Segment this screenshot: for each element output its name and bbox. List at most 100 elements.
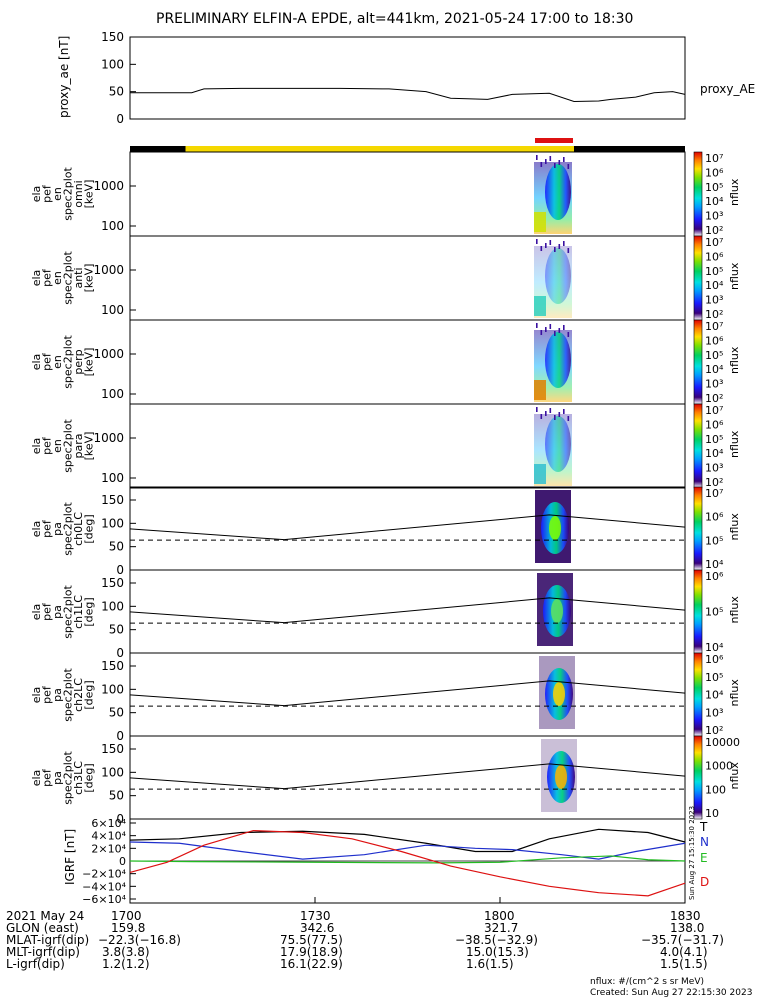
spectrum-core	[545, 164, 571, 220]
spectrum-low-energy	[534, 464, 546, 484]
colorbar-tick-label: 10²	[705, 224, 723, 237]
panel-ylabel: pa	[51, 605, 64, 619]
ytick-label: 100	[101, 765, 124, 779]
panel-ylabel: ela	[30, 604, 43, 621]
panel-ylabel: [deg]	[83, 514, 96, 543]
ytick-label: 100	[101, 57, 124, 71]
spectrum-low-energy	[534, 212, 546, 232]
colorbar-tick-label: 10⁶	[705, 418, 724, 431]
proxy-ae-ylabel: proxy_ae [nT]	[57, 35, 71, 118]
ytick-label: 150	[101, 576, 124, 590]
ytick-label: 150	[101, 30, 124, 44]
colorbar-tick-label: 10⁵	[705, 349, 723, 362]
panel-ylabel: spec2plot	[62, 751, 75, 805]
created-stamp: Created: Sun Aug 27 22:15:30 2023	[590, 988, 753, 998]
colorbar-label: nflux	[728, 762, 741, 790]
panel-ylabel: spec2plot	[62, 335, 75, 389]
igrf-stamp: Sun Aug 27 15:15:30 2023	[688, 805, 696, 900]
ytick-label: 4×10⁴	[91, 830, 126, 843]
footer-value: 1.6(1.5)	[466, 957, 514, 971]
colorbar-tick-label: 10⁴	[705, 641, 724, 654]
ytick-label: 1000	[93, 431, 124, 445]
panel-ylabel: [keV]	[83, 432, 96, 461]
panel-ylabel: [keV]	[83, 348, 96, 377]
spectrum-low-energy	[534, 296, 546, 316]
footer-value: 15.0(15.3)	[466, 945, 529, 959]
spectrum-speckle	[540, 246, 543, 251]
panel-ylabel: omni	[72, 180, 85, 207]
ytick-label: 100	[101, 682, 124, 696]
spectrum-speckle	[567, 332, 570, 337]
spectrum-speckle	[554, 331, 556, 336]
spectrum-speckle	[563, 409, 565, 414]
panel-ylabel: pef	[41, 436, 54, 455]
ytick-label: 1000	[93, 347, 124, 361]
igrf-line-e	[129, 855, 686, 864]
spectrum-speckle	[563, 241, 565, 246]
ytick-label: 0	[119, 855, 126, 868]
colorbar-tick-label: 10³	[705, 706, 723, 719]
panel-ylabel: pef	[41, 685, 54, 704]
ytick-label: 50	[109, 623, 124, 637]
colorbar-label: nflux	[728, 430, 741, 458]
ytick-label: 50	[109, 85, 124, 99]
colorbar-tick-label: 10⁴	[705, 447, 724, 460]
pitch-angle-panel: 150 100 50 0 10⁶ 10⁵ 10⁴ nflux elapefpaspec2plot…	[30, 569, 741, 660]
colorbar-label: nflux	[728, 178, 741, 206]
spectrum-low-energy	[534, 380, 546, 400]
igrf-legend-e: E	[700, 851, 708, 865]
ytick-label: 150	[101, 493, 124, 507]
footer-value: 342.6	[300, 921, 335, 935]
footer-value: 3.8(3.8)	[102, 945, 150, 959]
panel-ylabel: ch0LC	[72, 512, 85, 546]
panel-ylabel: ela	[30, 186, 43, 203]
footer-value: 1.5(1.5)	[660, 957, 708, 971]
spectrum-speckle	[536, 239, 538, 244]
spectrum-speckle	[540, 162, 543, 167]
spectrum-core	[545, 248, 571, 304]
panel-ylabel: ela	[30, 438, 43, 455]
colorbar-tick-label: 100	[705, 783, 726, 796]
colorbar-tick-label: 10	[705, 807, 719, 820]
colorbar-tick-label: 10⁵	[705, 671, 723, 684]
panel-ylabel: pef	[41, 268, 54, 287]
colorbar-tick-label: 10²	[705, 308, 723, 321]
panel-ylabel: ch3LC	[72, 761, 85, 795]
colorbar-tick-label: 10²	[705, 476, 723, 489]
spectrum-speckle	[558, 160, 561, 165]
panel-ylabel: anti	[72, 267, 85, 288]
spectrum-speckle	[567, 248, 570, 253]
colorbar-tick-label: 10⁶	[705, 570, 724, 583]
ytick-label: 6×10⁴	[91, 817, 126, 830]
pa-peak	[551, 599, 563, 623]
panel-axes-box	[129, 319, 686, 405]
panel-ylabel: en	[51, 439, 64, 453]
pa-peak	[549, 516, 561, 540]
colorbar-label: nflux	[728, 346, 741, 374]
colorbar-tick-label: 10⁷	[705, 152, 723, 165]
colorbar-tick-label: 10³	[705, 378, 723, 391]
colorbar-tick-label: 10³	[705, 294, 723, 307]
no-data-segment	[574, 146, 685, 152]
footer-value: 159.8	[111, 921, 146, 935]
colorbar-label: nflux	[728, 679, 741, 707]
interval-marker	[535, 138, 573, 143]
colorbar-tick-label: 10⁶	[705, 653, 724, 666]
colorbar-tick-label: 10³	[705, 210, 723, 223]
colorbar	[693, 235, 703, 321]
panel-ylabel: ela	[30, 687, 43, 704]
colorbar-tick-label: 10⁷	[705, 487, 723, 500]
spectrum-speckle	[545, 327, 547, 332]
igrf-legend-d: D	[700, 875, 710, 889]
loss-cone-line	[129, 514, 686, 541]
footer-value: 16.1(22.9)	[280, 957, 343, 971]
colorbar-label: nflux	[728, 596, 741, 624]
page-title: PRELIMINARY ELFIN-A EPDE, alt=441km, 202…	[156, 11, 634, 27]
colorbar-tick-label: 10⁶	[705, 334, 724, 347]
igrf-line-n	[129, 841, 686, 860]
colorbar-tick-label: 10⁶	[705, 250, 724, 263]
footer-row-label: 2021 May 24	[6, 909, 85, 923]
science-segment	[185, 146, 574, 152]
